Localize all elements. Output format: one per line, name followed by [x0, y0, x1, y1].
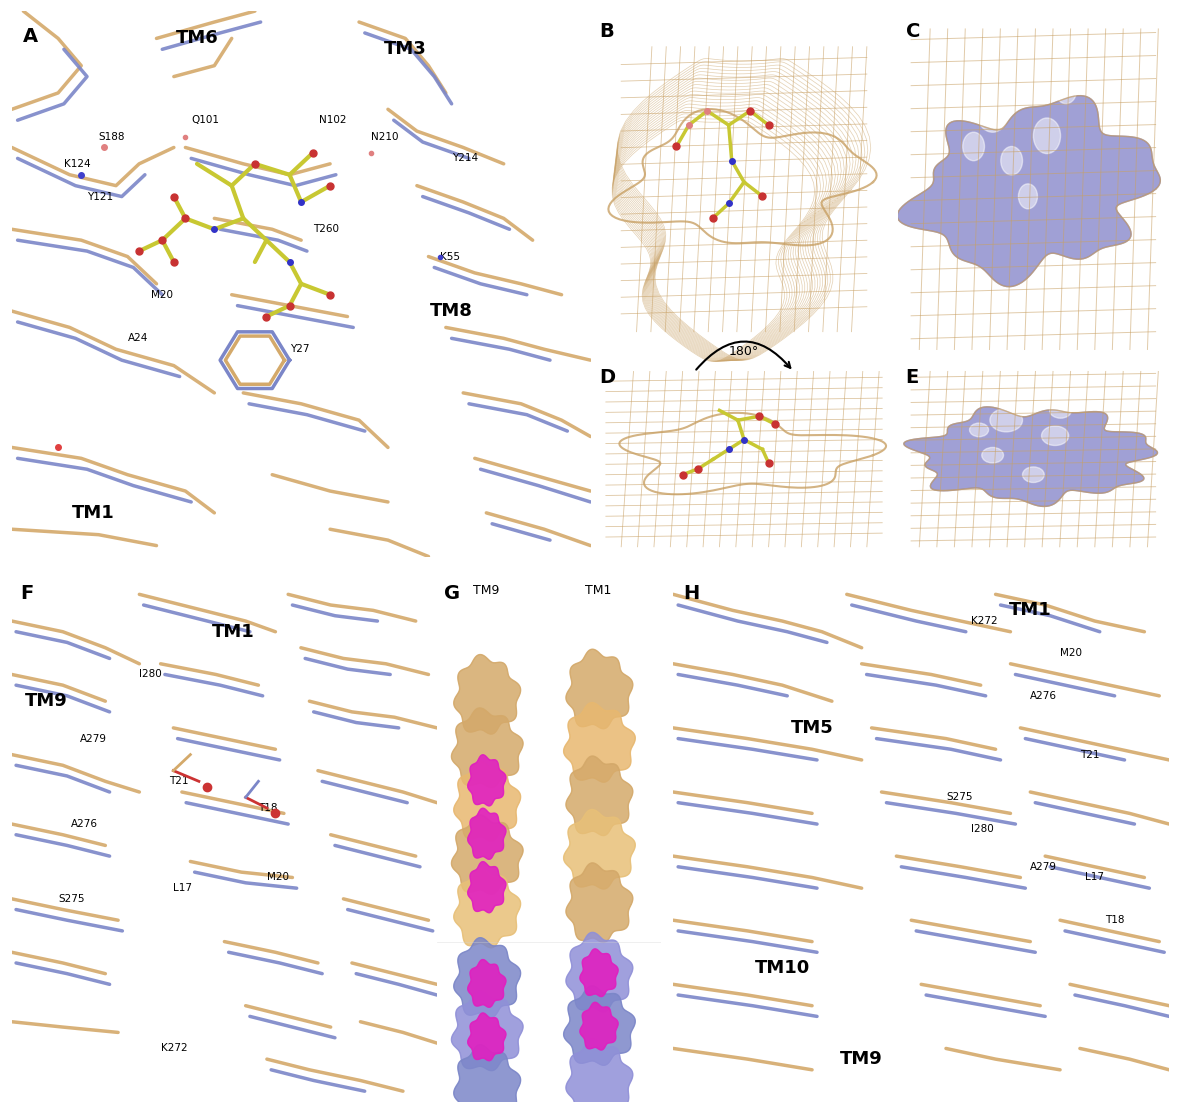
Text: H: H [683, 583, 699, 602]
Text: C: C [906, 22, 920, 41]
Text: A276: A276 [71, 819, 98, 829]
Polygon shape [563, 702, 635, 782]
Circle shape [990, 408, 1023, 432]
Text: S275: S275 [946, 792, 972, 802]
Text: TM9: TM9 [25, 692, 67, 710]
Text: T21: T21 [169, 777, 189, 786]
Text: B: B [600, 22, 614, 41]
Polygon shape [468, 755, 505, 806]
Text: L17: L17 [174, 884, 193, 893]
Circle shape [970, 423, 988, 436]
Text: K272: K272 [161, 1044, 188, 1053]
Text: M20: M20 [267, 873, 289, 883]
Text: Q101: Q101 [191, 116, 220, 125]
Polygon shape [468, 959, 505, 1007]
Polygon shape [468, 808, 505, 859]
Circle shape [1023, 466, 1044, 483]
Text: A279: A279 [80, 733, 106, 743]
Polygon shape [563, 986, 635, 1065]
Text: S275: S275 [59, 894, 85, 904]
Polygon shape [566, 649, 633, 729]
Text: TM1: TM1 [586, 583, 612, 597]
Text: Y214: Y214 [451, 154, 478, 164]
Polygon shape [566, 756, 633, 836]
Polygon shape [566, 863, 633, 943]
Text: TM5: TM5 [791, 719, 834, 737]
Text: T21: T21 [1079, 750, 1100, 759]
Text: E: E [906, 367, 919, 386]
Text: L17: L17 [1085, 873, 1104, 883]
Circle shape [1055, 76, 1077, 104]
Polygon shape [563, 809, 635, 889]
Text: K272: K272 [971, 617, 998, 626]
Polygon shape [454, 1044, 521, 1113]
Text: M20: M20 [1061, 648, 1082, 658]
Circle shape [1042, 426, 1069, 445]
Text: TM9: TM9 [474, 583, 500, 597]
Polygon shape [454, 868, 521, 948]
Text: Y27: Y27 [289, 344, 309, 354]
Circle shape [1050, 403, 1071, 418]
Text: TM1: TM1 [1009, 601, 1051, 619]
Text: N210: N210 [371, 131, 398, 141]
Text: I280: I280 [139, 670, 162, 679]
Text: D: D [600, 367, 615, 386]
Polygon shape [454, 654, 521, 735]
Text: K55: K55 [441, 252, 461, 262]
Text: K124: K124 [64, 159, 91, 169]
Polygon shape [903, 407, 1157, 506]
Polygon shape [451, 991, 523, 1071]
Circle shape [1018, 184, 1037, 209]
Text: G: G [444, 583, 459, 602]
Text: F: F [20, 583, 33, 602]
Text: TM6: TM6 [176, 29, 218, 48]
Text: A279: A279 [1030, 861, 1057, 871]
Polygon shape [451, 708, 523, 788]
Polygon shape [468, 1013, 505, 1061]
Text: A24: A24 [128, 334, 148, 343]
Text: I280: I280 [971, 825, 993, 835]
Text: 180°: 180° [729, 345, 759, 358]
Polygon shape [454, 937, 521, 1017]
Text: T18: T18 [259, 804, 278, 812]
Text: A: A [24, 28, 39, 47]
Text: TM1: TM1 [72, 504, 115, 522]
Circle shape [981, 447, 1004, 463]
Polygon shape [580, 949, 618, 996]
Text: TM10: TM10 [755, 959, 810, 977]
Text: T260: T260 [313, 225, 339, 234]
Circle shape [977, 89, 1009, 132]
Polygon shape [898, 96, 1160, 287]
Text: TM9: TM9 [841, 1051, 883, 1068]
Polygon shape [566, 1040, 633, 1113]
Polygon shape [451, 815, 523, 895]
Circle shape [963, 132, 985, 160]
Circle shape [1000, 147, 1023, 175]
Polygon shape [454, 761, 521, 841]
Text: T18: T18 [1104, 915, 1124, 925]
Text: TM1: TM1 [211, 623, 254, 641]
Circle shape [1033, 118, 1061, 154]
Text: N102: N102 [319, 116, 346, 125]
Text: A276: A276 [1030, 691, 1057, 701]
Polygon shape [566, 933, 633, 1012]
Text: S188: S188 [99, 131, 125, 141]
Text: M20: M20 [151, 289, 172, 299]
Text: Y121: Y121 [87, 191, 113, 201]
Text: TM3: TM3 [384, 40, 426, 58]
Polygon shape [580, 1003, 618, 1050]
Polygon shape [468, 861, 505, 913]
Text: TM8: TM8 [430, 302, 474, 321]
